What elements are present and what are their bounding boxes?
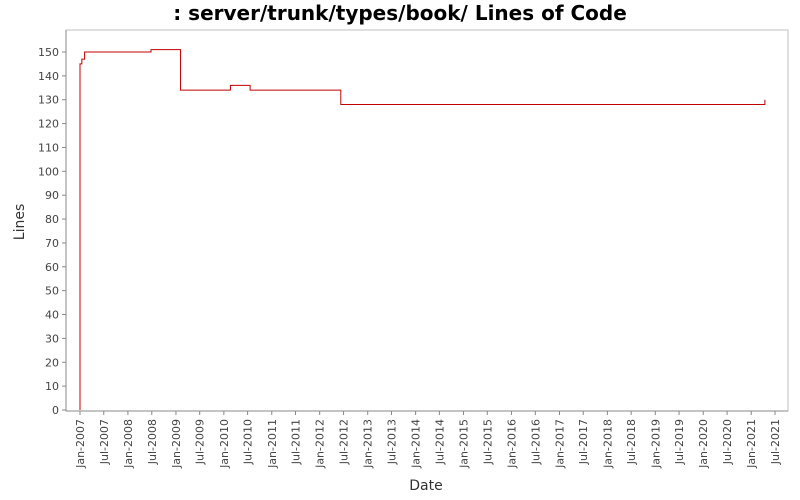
x-tick-label: Jan-2017 bbox=[553, 419, 566, 469]
y-tick-label: 50 bbox=[45, 285, 59, 298]
x-tick-label: Jan-2016 bbox=[505, 419, 518, 469]
x-tick-label: Jan-2008 bbox=[122, 419, 135, 469]
x-tick-label: Jul-2014 bbox=[433, 419, 446, 465]
y-tick-label: 130 bbox=[38, 94, 59, 107]
y-tick-label: 10 bbox=[45, 380, 59, 393]
x-axis-label: Date bbox=[409, 478, 442, 494]
x-tick-label: Jul-2013 bbox=[385, 419, 398, 465]
x-tick-label: Jan-2007 bbox=[74, 419, 87, 469]
x-tick-label: Jul-2016 bbox=[529, 419, 542, 465]
x-tick-label: Jan-2012 bbox=[314, 419, 327, 469]
y-axis: 0 10 20 30 40 50 60 70 80 90 100 110 120 130 140 150 bbox=[38, 30, 67, 417]
x-tick-label: Jan-2014 bbox=[410, 419, 423, 469]
y-tick-label: 80 bbox=[45, 213, 59, 226]
y-tick-label: 150 bbox=[38, 46, 59, 59]
x-tick-label: Jul-2007 bbox=[98, 419, 111, 465]
y-tick-label: 90 bbox=[45, 189, 59, 202]
x-tick-label: Jul-2015 bbox=[481, 419, 494, 465]
y-tick-label: 120 bbox=[38, 118, 59, 131]
y-tick-label: 20 bbox=[45, 356, 59, 369]
x-tick-label: Jul-2008 bbox=[146, 419, 159, 465]
x-axis: Jan-2007 Jul-2007 Jan-2008 Jul-2008 Jan-2009… bbox=[66, 410, 788, 469]
x-tick-label: Jul-2011 bbox=[290, 419, 303, 465]
x-tick-label: Jan-2019 bbox=[649, 419, 662, 469]
y-tick-label: 60 bbox=[45, 261, 59, 274]
y-tick-label: 140 bbox=[38, 70, 59, 83]
plot-area bbox=[65, 29, 789, 412]
y-axis-label: Lines bbox=[12, 204, 28, 240]
x-tick-label: Jan-2013 bbox=[362, 419, 375, 469]
x-tick-label: Jan-2010 bbox=[218, 419, 231, 469]
series-layer bbox=[79, 49, 766, 410]
y-tick-label: 30 bbox=[45, 332, 59, 345]
y-tick-label: 100 bbox=[38, 165, 59, 178]
x-tick-label: Jul-2021 bbox=[769, 419, 782, 465]
x-tick-label: Jul-2012 bbox=[338, 419, 351, 465]
x-tick-label: Jul-2018 bbox=[625, 419, 638, 465]
x-tick-label: Jan-2020 bbox=[697, 419, 710, 469]
y-tick-label: 110 bbox=[38, 141, 59, 154]
x-tick-label: Jul-2009 bbox=[194, 419, 207, 465]
x-tick-label: Jan-2015 bbox=[458, 419, 471, 469]
x-tick-label: Jan-2018 bbox=[601, 419, 614, 469]
x-tick-label: Jul-2019 bbox=[673, 419, 686, 465]
y-tick-label: 70 bbox=[45, 237, 59, 250]
x-tick-label: Jan-2011 bbox=[266, 419, 279, 469]
x-tick-label: Jul-2020 bbox=[721, 419, 734, 465]
x-tick-label: Jul-2010 bbox=[242, 419, 255, 465]
x-tick-label: Jan-2021 bbox=[745, 419, 758, 469]
x-tick-label: Jul-2017 bbox=[577, 419, 590, 465]
x-tick-label: Jan-2009 bbox=[170, 419, 183, 469]
chart-title: : server/trunk/types/book/ Lines of Code bbox=[173, 1, 627, 25]
y-tick-label: 40 bbox=[45, 309, 59, 322]
y-tick-label: 0 bbox=[52, 404, 59, 417]
series-line bbox=[79, 49, 766, 410]
